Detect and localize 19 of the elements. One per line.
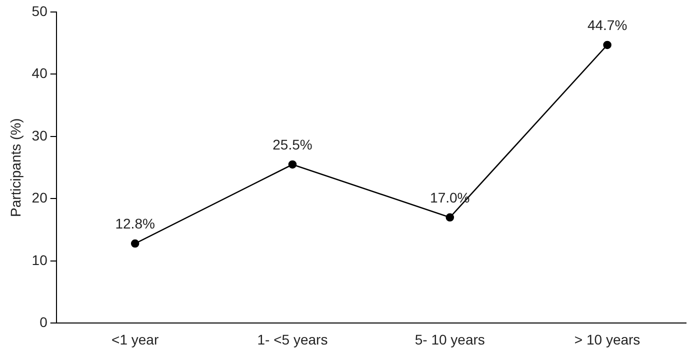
y-tick-label: 30	[32, 127, 48, 144]
point	[446, 213, 454, 222]
data-label: 17.0%	[430, 189, 470, 206]
point	[603, 40, 612, 50]
y-tick-label: 50	[32, 2, 48, 19]
data-label: 12.8%	[115, 215, 155, 232]
y-tick-label: 20	[32, 190, 48, 206]
point	[130, 239, 140, 248]
x-tick-label: 5- 10 years	[414, 331, 485, 348]
point	[288, 160, 297, 169]
y-tick-label: 40	[32, 65, 48, 82]
x-tick-label: 1- <5 years	[257, 331, 328, 348]
y-axis-title: Participants (%)	[7, 118, 24, 218]
y-tick-label: 10	[32, 252, 48, 268]
x-tick-label: > 10 years	[574, 331, 640, 348]
x-tick-label: <1 year	[112, 331, 159, 348]
data-label: 25.5%	[272, 136, 312, 152]
y-tick-label: 0	[40, 314, 48, 330]
data-label: 44.7%	[587, 16, 628, 33]
